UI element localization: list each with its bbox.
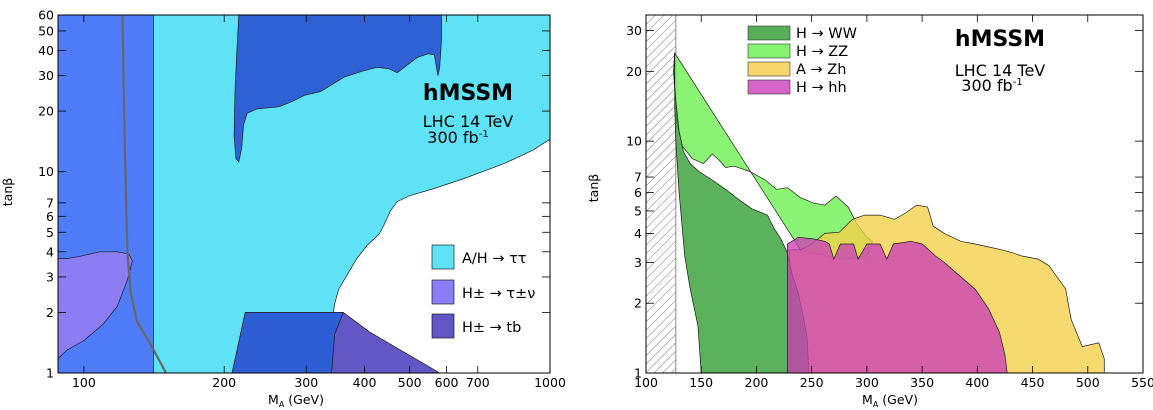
right-panel: 100 150 200 250 300 350 400 450 500 550 1 2 3 4 5 67 10 2… (586, 14, 1153, 409)
y-tick-label: 7 (46, 195, 54, 210)
x-tick-label: 400 (353, 375, 377, 390)
right-hatched-area (646, 15, 677, 373)
right-plot-frame (645, 14, 1144, 374)
x-tick-label: 250 (800, 375, 824, 390)
y-tick-label: 60 (38, 8, 54, 23)
region-h-2 (58, 251, 133, 359)
y-tick-label: 40 (38, 43, 54, 58)
right-title: hMSSM (955, 27, 1045, 52)
region-a-h-0 (58, 15, 550, 373)
y-tick-label: 7 (634, 170, 642, 185)
legend-swatch-zz (747, 43, 791, 59)
y-tick-label: 4 (46, 244, 54, 259)
region-upper-region-5 (233, 15, 442, 163)
x-tick-label: 500 (1076, 375, 1100, 390)
x-tick-label: 450 (1021, 375, 1045, 390)
legend-swatch-zh (747, 61, 791, 77)
x-tick-label: 400 (965, 375, 989, 390)
region-h-tb-overlap-4 (231, 312, 344, 373)
legend-label-zz: H → ZZ (796, 44, 848, 60)
y-tick-label: 10 (626, 134, 642, 149)
x-tick-label: 300 (294, 375, 318, 390)
y-tick-label: 6 (634, 185, 642, 200)
x-tick-label: 600 (435, 375, 459, 390)
y-tick-label: 2 (46, 305, 54, 320)
x-tick-label: 200 (212, 375, 236, 390)
x-tick-label: 350 (910, 375, 934, 390)
x-tick-label: 700 (466, 375, 490, 390)
left-subtitle-1: LHC 14 TeV (423, 112, 514, 131)
y-tick-label: 5 (634, 203, 642, 218)
legend-swatch-tautau (431, 244, 455, 270)
right-regions (673, 51, 1105, 373)
right-subtitle-1: LHC 14 TeV (955, 61, 1046, 80)
y-tick-label: 2 (634, 296, 642, 311)
left-axis-ticks: 100 200 300 400 500 600 700 1000 1 2 3 4 567 10 20 30 40… (38, 8, 566, 391)
y-tick-label: 1 (46, 366, 54, 381)
x-tick-label: 200 (745, 375, 769, 390)
right-y-axis-label: tanβ (586, 174, 601, 202)
y-tick-label: 10 (38, 164, 54, 179)
y-tick-label: 30 (38, 68, 54, 83)
legend-label-zh: A → Zh (796, 62, 846, 78)
legend-label-hh: H → hh (796, 80, 847, 96)
y-tick-label: 20 (626, 64, 642, 79)
y-tick-label: 50 (38, 23, 54, 38)
y-tick-label: 5 (46, 225, 54, 240)
left-x-axis-label: MA (GeV) (268, 392, 324, 409)
x-tick-label: 550 (1131, 375, 1153, 390)
left-legend: A/H → ττ H± → τ±ν H± → tb (431, 244, 535, 339)
x-tick-label: 500 (398, 375, 422, 390)
x-tick-label: 150 (689, 375, 713, 390)
y-tick-label: 20 (38, 104, 54, 119)
right-legend: H → WW H → ZZ A → Zh H → hh (747, 25, 857, 96)
legend-swatch-tb (431, 313, 455, 339)
right-subtitle-2: 300 fb-1 (961, 76, 1022, 95)
y-tick-label: 3 (46, 269, 54, 284)
y-tick-label: 3 (634, 255, 642, 270)
legend-swatch-hh (747, 79, 791, 95)
hatched-excluded-region (646, 15, 676, 373)
right-axis-ticks: 100 150 200 250 300 350 400 450 500 550 1 2 3 4 5 67 10 2… (626, 15, 1153, 390)
x-tick-label: 300 (855, 375, 879, 390)
legend-label-taunu: H± → τ±ν (462, 286, 535, 302)
x-tick-label: 1000 (534, 375, 566, 390)
left-title: hMSSM (423, 81, 513, 106)
left-panel: 100 200 300 400 500 600 700 1000 1 2 3 4 567 10 20 30 40… (0, 8, 566, 410)
left-regions (58, 15, 550, 373)
x-tick-label: 100 (634, 375, 658, 390)
curve-charged-higgs-boundary-0 (121, 15, 167, 373)
y-tick-label: 4 (634, 226, 642, 241)
y-tick-label: 30 (626, 23, 642, 38)
left-plot-frame (57, 14, 551, 374)
legend-label-tautau: A/H → ττ (462, 251, 527, 267)
region-h-hh-3 (787, 236, 1008, 373)
legend-swatch-ww (747, 25, 791, 41)
left-subtitle-2: 300 fb-1 (427, 128, 488, 147)
right-x-axis-label: MA (GeV) (862, 392, 918, 409)
y-tick-label: 6 (46, 209, 54, 224)
legend-swatch-taunu (431, 279, 455, 305)
x-tick-label: 100 (72, 375, 96, 390)
legend-label-tb: H± → tb (462, 320, 521, 336)
left-y-axis-label: tanβ (0, 178, 15, 206)
y-tick-label: 1 (634, 366, 642, 381)
legend-label-ww: H → WW (796, 26, 857, 42)
